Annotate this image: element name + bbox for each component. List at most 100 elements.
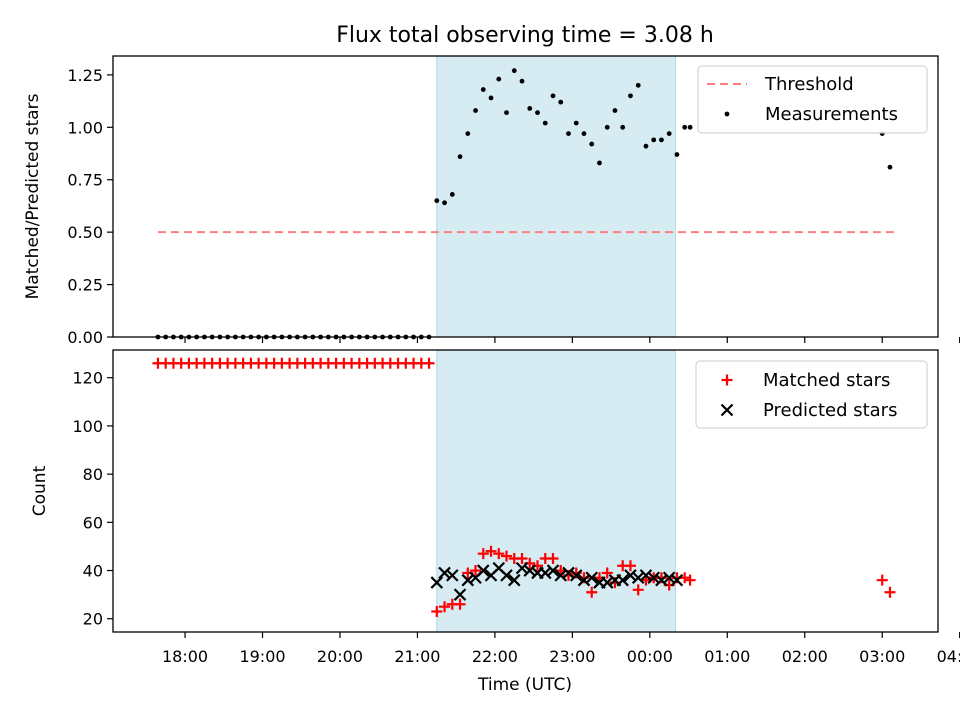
predicted-stars-point xyxy=(453,588,467,601)
matched-stars-point xyxy=(423,357,435,369)
predicted-stars-point xyxy=(600,576,614,589)
observing-window-shading xyxy=(436,349,676,633)
threshold-legend-label: Threshold xyxy=(764,74,854,95)
y-tick-label: 0.50 xyxy=(67,223,103,242)
matched-stars-point xyxy=(516,552,528,564)
counts-panel: 20 40 60 80 100 120 Count Matched stars Predi… xyxy=(30,349,960,638)
x-tick-label: 18:00 xyxy=(162,647,208,666)
ratio-axis-ticks: 0.00 0.25 0.50 0.75 1.00 1.25 xyxy=(67,66,960,347)
measurements-point xyxy=(449,192,455,197)
measurements-point xyxy=(620,124,626,130)
predicted-stars-point xyxy=(647,571,660,585)
x-tick-label: 01:00 xyxy=(704,647,750,666)
measurements-series xyxy=(155,68,893,340)
predicted-stars-point xyxy=(577,573,591,587)
predicted-stars-point xyxy=(430,576,444,589)
measurements-point xyxy=(527,106,533,111)
ratio-y-axis-label: Matched/Predicted stars xyxy=(23,93,43,299)
matched-stars-point xyxy=(470,565,482,577)
predicted-stars-legend-marker xyxy=(720,403,734,417)
measurements-point xyxy=(682,124,688,130)
matched-stars-point xyxy=(493,548,505,560)
measurements-point xyxy=(535,110,540,116)
matched-stars-legend-swatch xyxy=(721,374,733,386)
measurements-point xyxy=(687,124,693,130)
matched-stars-point xyxy=(632,584,644,596)
matched-stars-series xyxy=(152,357,896,618)
counts-y-axis-label: Count xyxy=(30,465,50,516)
matched-stars-point xyxy=(485,545,497,557)
matched-stars-point xyxy=(684,574,696,586)
ratio-legend-box xyxy=(697,65,928,134)
measurements-point xyxy=(558,99,564,105)
measurements-point xyxy=(488,95,494,101)
measurements-point xyxy=(581,131,587,136)
y-tick-label: 1.00 xyxy=(67,118,103,137)
measurements-legend-label: Measurements xyxy=(765,104,898,125)
measurements-point xyxy=(604,124,610,130)
measurements-point xyxy=(651,137,657,143)
measurements-point xyxy=(597,160,602,166)
y-tick-label: 100 xyxy=(72,417,103,436)
observing-window-shading xyxy=(436,55,676,338)
measurements-point xyxy=(666,131,672,136)
predicted-stars-point xyxy=(639,569,653,582)
y-tick-label: 0.75 xyxy=(67,171,103,190)
predicted-stars-point xyxy=(446,569,459,582)
x-tick-label: 02:00 xyxy=(782,647,828,666)
measurements-point xyxy=(589,141,595,147)
matched-stars-point xyxy=(547,552,559,564)
ratio-plot-frame xyxy=(112,55,939,338)
predicted-stars-point xyxy=(655,573,668,587)
matched-stars-point xyxy=(876,574,888,586)
measurements-point xyxy=(465,131,471,136)
predicted-stars-point xyxy=(523,564,537,577)
measurements-point xyxy=(674,152,680,157)
chart-title: Flux total observing time = 3.08 h xyxy=(336,23,714,48)
x-tick-label: 20:00 xyxy=(317,647,363,666)
measurements-point xyxy=(511,68,517,74)
predicted-stars-legend-swatch xyxy=(720,403,734,417)
x-axis-label: Time (UTC) xyxy=(477,675,572,695)
measurements-point xyxy=(457,154,463,160)
matched-stars-point xyxy=(477,548,489,560)
matched-stars-legend-label: Matched stars xyxy=(763,370,890,391)
y-tick-label: 20 xyxy=(83,610,103,629)
y-tick-label: 120 xyxy=(72,369,103,388)
measurements-point xyxy=(573,120,579,126)
predicted-stars-legend-label: Predicted stars xyxy=(763,400,897,421)
measurements-point xyxy=(566,131,571,136)
measurements-point xyxy=(442,200,447,206)
y-tick-label: 0.25 xyxy=(67,276,103,295)
matched-stars-point xyxy=(439,601,451,613)
predicted-stars-point xyxy=(616,573,629,587)
ratio-panel: 0.00 0.25 0.50 0.75 1.00 1.25 Matched/Predict… xyxy=(23,55,960,347)
ratio-legend: Threshold Measurements xyxy=(697,65,928,134)
matched-stars-point xyxy=(454,598,466,610)
y-tick-label: 60 xyxy=(83,513,103,532)
y-tick-label: 80 xyxy=(83,465,103,484)
matched-stars-point xyxy=(601,567,613,579)
predicted-stars-point xyxy=(585,571,599,585)
predicted-stars-point xyxy=(507,573,521,587)
predicted-stars-point xyxy=(461,573,475,587)
x-tick-label: 22:00 xyxy=(472,647,518,666)
measurements-point xyxy=(473,108,478,113)
measurements-point xyxy=(612,108,618,113)
counts-legend-box xyxy=(695,360,928,429)
predicted-stars-point xyxy=(624,569,637,582)
matched-stars-point xyxy=(884,586,896,598)
predicted-stars-point xyxy=(662,571,676,585)
x-axis-ticks: 18:00 19:00 20:00 21:00 22:00 23:00 00:00 01:00… xyxy=(162,647,960,666)
counts-axis-ticks: 20 40 60 80 100 120 xyxy=(72,369,960,638)
x-tick-label: 19:00 xyxy=(239,647,285,666)
measurements-point xyxy=(434,198,440,204)
measurements-point xyxy=(480,87,486,92)
matched-stars-point xyxy=(586,586,598,598)
predicted-stars-point xyxy=(546,564,560,577)
measurements-point xyxy=(550,93,556,99)
x-tick-label: 23:00 xyxy=(549,647,595,666)
matched-stars-point xyxy=(679,572,691,584)
predicted-stars-point xyxy=(438,566,451,580)
